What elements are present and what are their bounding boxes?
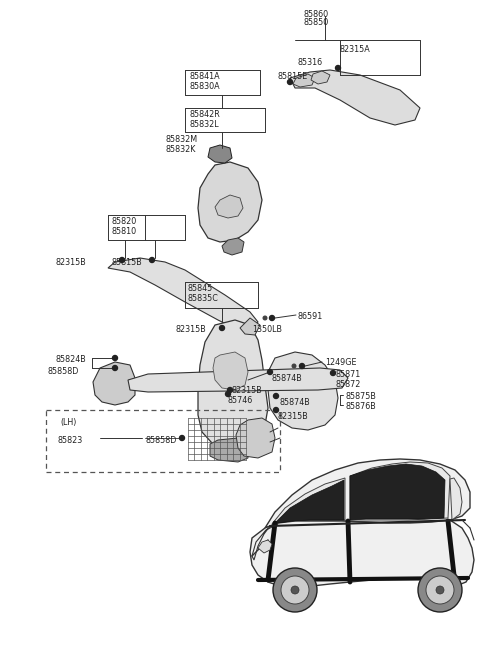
Circle shape: [331, 371, 336, 375]
Polygon shape: [93, 362, 135, 405]
Circle shape: [288, 79, 292, 84]
Text: 85842R: 85842R: [190, 110, 221, 119]
Polygon shape: [350, 464, 445, 520]
Text: 82315B: 82315B: [232, 386, 263, 395]
Text: 82315B: 82315B: [55, 258, 86, 267]
Polygon shape: [128, 368, 348, 392]
Polygon shape: [290, 70, 420, 125]
Circle shape: [274, 394, 278, 398]
Text: 85815B: 85815B: [112, 258, 143, 267]
Text: 85872: 85872: [335, 380, 360, 389]
Text: 82315B: 82315B: [278, 412, 309, 421]
Text: 85832M: 85832M: [165, 135, 197, 144]
Circle shape: [436, 586, 444, 594]
Polygon shape: [258, 540, 272, 553]
Text: 85874B: 85874B: [280, 398, 311, 407]
Circle shape: [112, 356, 118, 360]
Polygon shape: [293, 74, 315, 87]
Text: 85316: 85316: [298, 58, 323, 67]
Circle shape: [300, 364, 304, 369]
Polygon shape: [198, 320, 268, 447]
Polygon shape: [265, 459, 470, 528]
Circle shape: [219, 326, 225, 331]
Text: 82315B: 82315B: [175, 325, 206, 334]
Circle shape: [426, 576, 454, 604]
Text: 85875B: 85875B: [345, 392, 376, 401]
Circle shape: [269, 316, 275, 320]
Circle shape: [226, 392, 230, 396]
Circle shape: [120, 257, 124, 263]
Polygon shape: [268, 352, 338, 430]
Polygon shape: [236, 418, 275, 458]
Text: 85845: 85845: [188, 284, 213, 293]
Polygon shape: [350, 462, 450, 520]
Polygon shape: [450, 478, 462, 520]
Polygon shape: [252, 524, 278, 560]
Circle shape: [228, 388, 232, 392]
Polygon shape: [275, 480, 344, 523]
Circle shape: [292, 364, 296, 368]
Text: 85871: 85871: [335, 370, 360, 379]
Circle shape: [336, 66, 340, 71]
Circle shape: [273, 568, 317, 612]
Circle shape: [263, 316, 267, 320]
Text: 85876B: 85876B: [345, 402, 376, 411]
Text: 85860: 85860: [304, 10, 329, 19]
Text: 85810: 85810: [112, 227, 137, 236]
Circle shape: [112, 365, 118, 371]
Text: 85874B: 85874B: [272, 374, 303, 383]
Text: 85832K: 85832K: [165, 145, 195, 154]
Circle shape: [281, 576, 309, 604]
Text: 85820: 85820: [112, 217, 137, 226]
Circle shape: [418, 568, 462, 612]
Text: 86591: 86591: [298, 312, 323, 321]
Text: 85746: 85746: [228, 396, 253, 405]
Text: 85850: 85850: [304, 18, 329, 27]
Circle shape: [267, 369, 273, 375]
Polygon shape: [222, 238, 244, 255]
Circle shape: [274, 407, 278, 413]
Text: 85858D: 85858D: [145, 436, 176, 445]
Text: 85824B: 85824B: [55, 355, 86, 364]
Polygon shape: [215, 195, 243, 218]
Polygon shape: [108, 258, 258, 332]
Circle shape: [149, 257, 155, 263]
Polygon shape: [311, 71, 330, 84]
Text: 85832L: 85832L: [190, 120, 220, 129]
Text: 85858D: 85858D: [48, 367, 79, 376]
Polygon shape: [250, 520, 474, 587]
Text: 1249GE: 1249GE: [325, 358, 357, 367]
Text: 85815E: 85815E: [278, 72, 308, 81]
Text: 1350LB: 1350LB: [252, 325, 282, 334]
Text: (LH): (LH): [60, 418, 76, 427]
Circle shape: [180, 436, 184, 441]
Text: 85835C: 85835C: [188, 294, 219, 303]
Text: 85841A: 85841A: [190, 72, 221, 81]
Text: 85823: 85823: [58, 436, 83, 445]
Text: 85830A: 85830A: [190, 82, 221, 91]
Text: 82315A: 82315A: [340, 45, 371, 54]
Polygon shape: [240, 318, 260, 335]
Circle shape: [291, 586, 299, 594]
Polygon shape: [198, 162, 262, 242]
Polygon shape: [210, 438, 248, 462]
Polygon shape: [213, 352, 248, 390]
Polygon shape: [272, 478, 345, 524]
Polygon shape: [208, 145, 232, 163]
